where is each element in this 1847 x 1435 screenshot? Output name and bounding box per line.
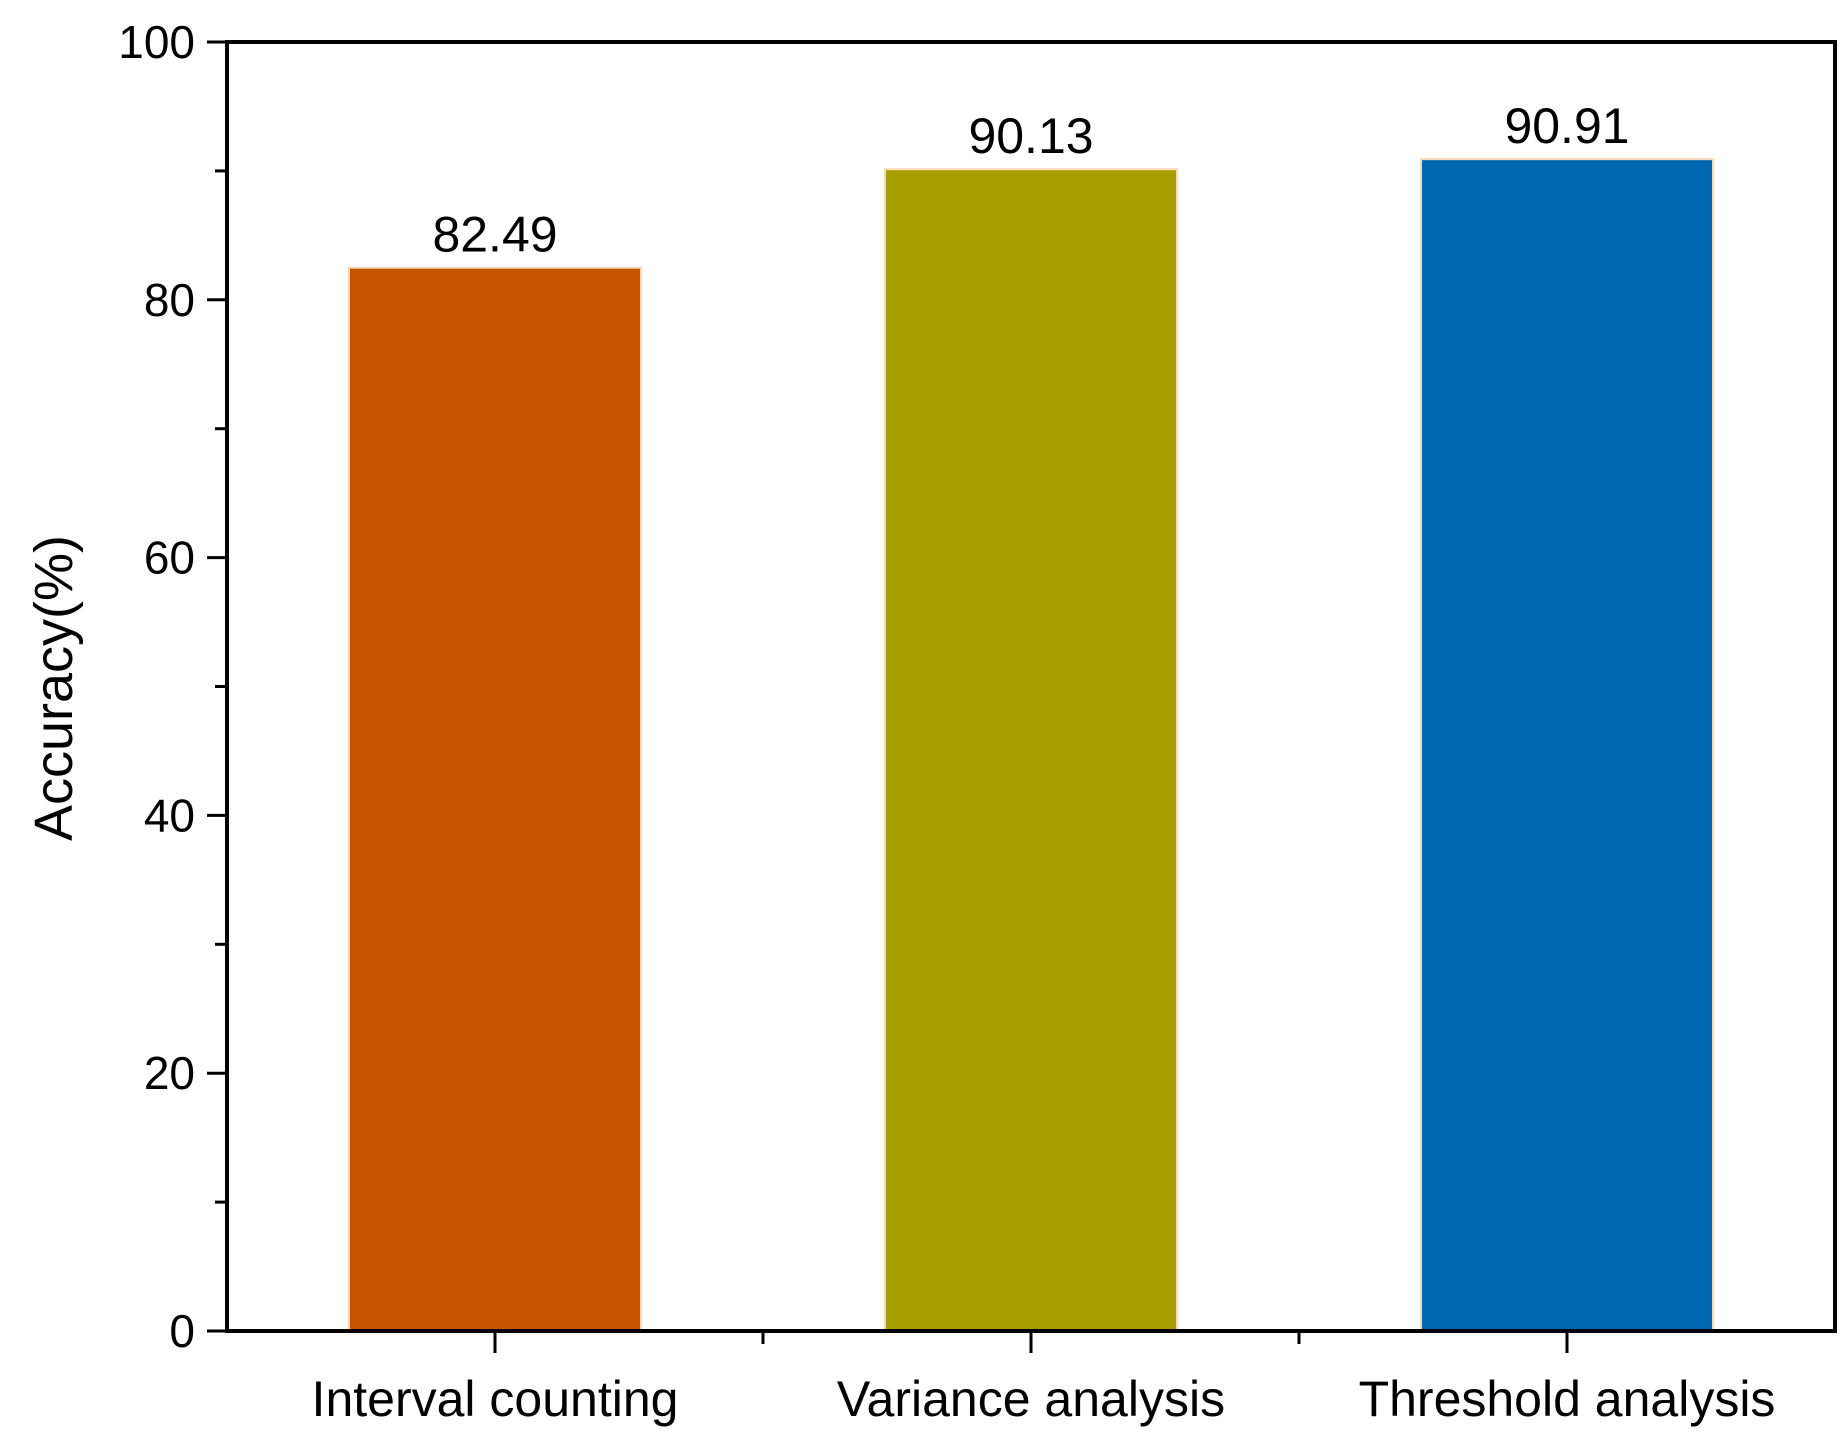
bar-variance-analysis [884, 168, 1178, 1333]
bar-threshold-analysis [1420, 158, 1714, 1333]
y-tick-label: 40 [144, 789, 195, 841]
x-tick-label: Interval counting [312, 1371, 679, 1427]
bars-layer [348, 158, 1714, 1333]
y-tick-label: 60 [144, 532, 195, 584]
x-tick-label: Variance analysis [837, 1371, 1225, 1427]
data-label: 90.13 [968, 108, 1093, 164]
chart-labels: 82.49 Interval counting 90.13 Variance anal… [118, 16, 1775, 1427]
y-tick-label: 100 [118, 16, 195, 68]
axis-ticks [207, 40, 1569, 1353]
y-tick-label: 0 [169, 1305, 195, 1357]
data-label: 90.91 [1504, 98, 1629, 154]
data-label: 82.49 [432, 207, 557, 263]
y-tick-label: 80 [144, 274, 195, 326]
bar-interval-counting [348, 266, 642, 1333]
y-axis-title: Accuracy(%) [24, 535, 84, 841]
y-tick-label: 20 [144, 1047, 195, 1099]
x-tick-label: Threshold analysis [1359, 1371, 1776, 1427]
